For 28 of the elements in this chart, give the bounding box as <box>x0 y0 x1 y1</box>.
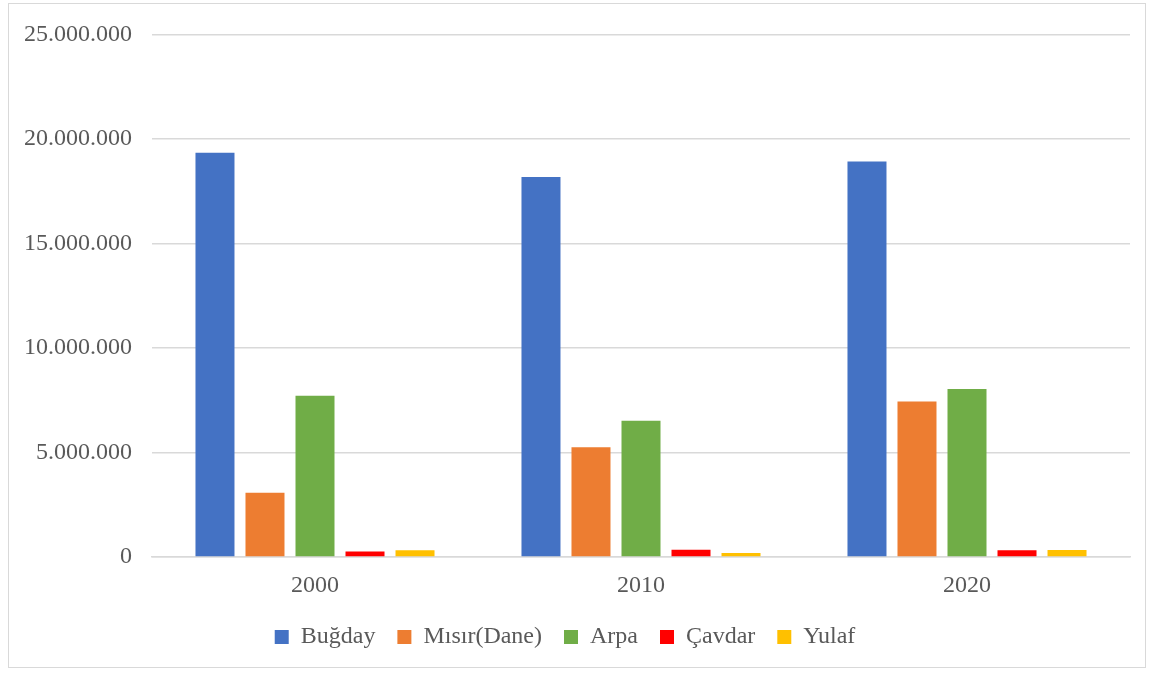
bar <box>521 176 561 557</box>
bar <box>295 395 335 557</box>
bar <box>897 401 937 557</box>
y-tick-label: 5.000.000 <box>36 437 132 464</box>
x-tick-label: 2010 <box>617 570 665 597</box>
bar <box>947 388 987 557</box>
y-tick-label: 25.000.000 <box>24 19 132 46</box>
y-tick-label: 20.000.000 <box>24 124 132 151</box>
bar <box>395 550 435 557</box>
bar <box>571 447 611 557</box>
x-tick-label: 2000 <box>291 570 339 597</box>
x-tick-label: 2020 <box>943 570 991 597</box>
bar <box>671 549 711 557</box>
bar <box>1047 550 1087 557</box>
legend-label: Buğday <box>300 622 376 649</box>
bar <box>847 161 887 557</box>
bar <box>621 420 661 557</box>
legend-label: Çavdar <box>685 622 756 649</box>
legend-label: Arpa <box>590 622 639 649</box>
y-tick-label: 10.000.000 <box>24 333 132 360</box>
legend-label: Yulaf <box>803 622 856 649</box>
bar <box>997 550 1037 557</box>
bar <box>195 152 235 557</box>
y-tick-label: 15.000.000 <box>24 228 132 255</box>
y-tick-label: 0 <box>120 542 132 569</box>
bar <box>721 553 761 557</box>
legend-label: Mısır(Dane) <box>423 622 543 649</box>
bar <box>245 492 285 557</box>
